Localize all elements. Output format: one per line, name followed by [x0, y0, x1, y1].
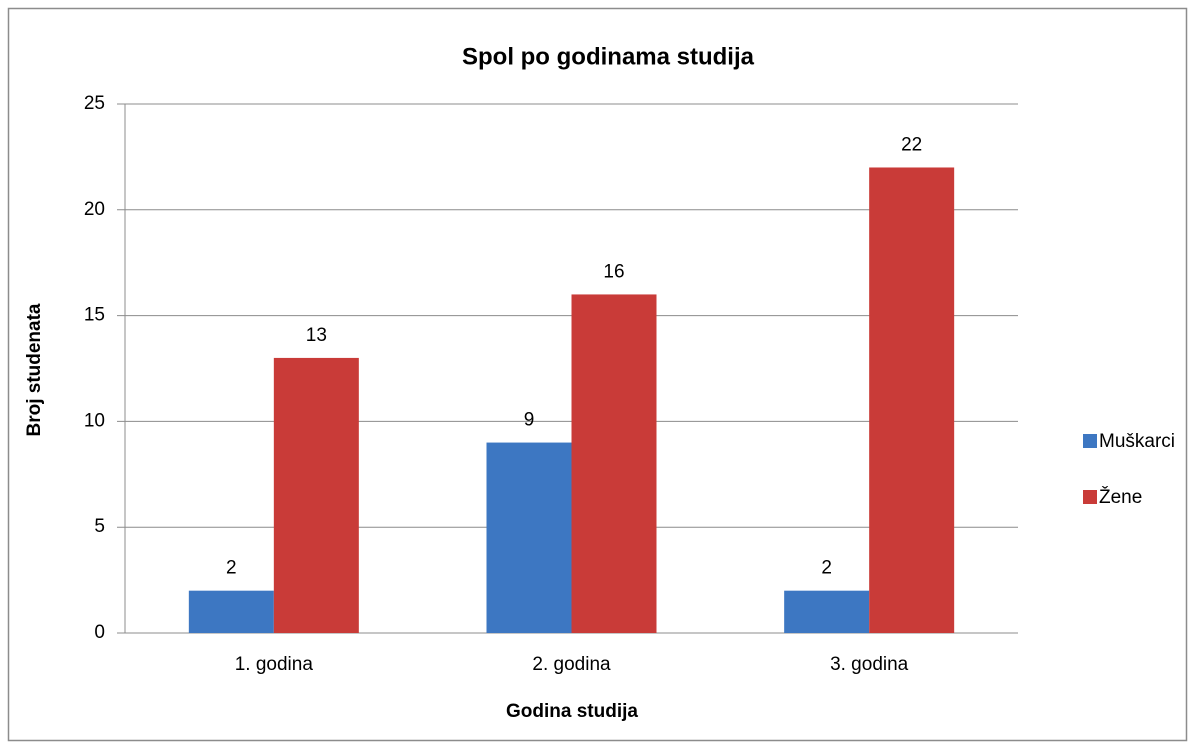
- data-label: 13: [306, 325, 327, 346]
- legend-swatch: [1083, 434, 1097, 448]
- legend-swatch: [1083, 490, 1097, 504]
- x-tick-label: 3. godina: [830, 654, 909, 675]
- x-axis-label: Godina studija: [506, 701, 638, 722]
- legend-label: Muškarci: [1099, 431, 1175, 452]
- data-label: 9: [524, 410, 535, 431]
- bar: [784, 590, 870, 633]
- data-label: 2: [821, 558, 832, 579]
- bar: [486, 442, 572, 633]
- chart-title: Spol po godinama studija: [462, 43, 755, 70]
- y-tick-label: 25: [84, 93, 105, 114]
- legend-label: Žene: [1099, 486, 1142, 508]
- y-tick-label: 10: [84, 410, 105, 431]
- y-tick-label: 15: [84, 305, 105, 326]
- data-label: 22: [901, 134, 922, 155]
- bar: [869, 167, 955, 634]
- x-tick-label: 2. godina: [532, 654, 611, 675]
- data-label: 2: [226, 558, 237, 579]
- y-tick-label: 0: [94, 622, 105, 643]
- y-tick-label: 20: [84, 199, 105, 220]
- data-label: 16: [603, 261, 624, 282]
- y-axis-label: Broj studenata: [24, 303, 45, 436]
- bar: [188, 590, 274, 633]
- x-tick-label: 1. godina: [235, 654, 314, 675]
- bar: [273, 357, 359, 633]
- bar: [571, 294, 657, 633]
- y-tick-label: 5: [94, 516, 105, 537]
